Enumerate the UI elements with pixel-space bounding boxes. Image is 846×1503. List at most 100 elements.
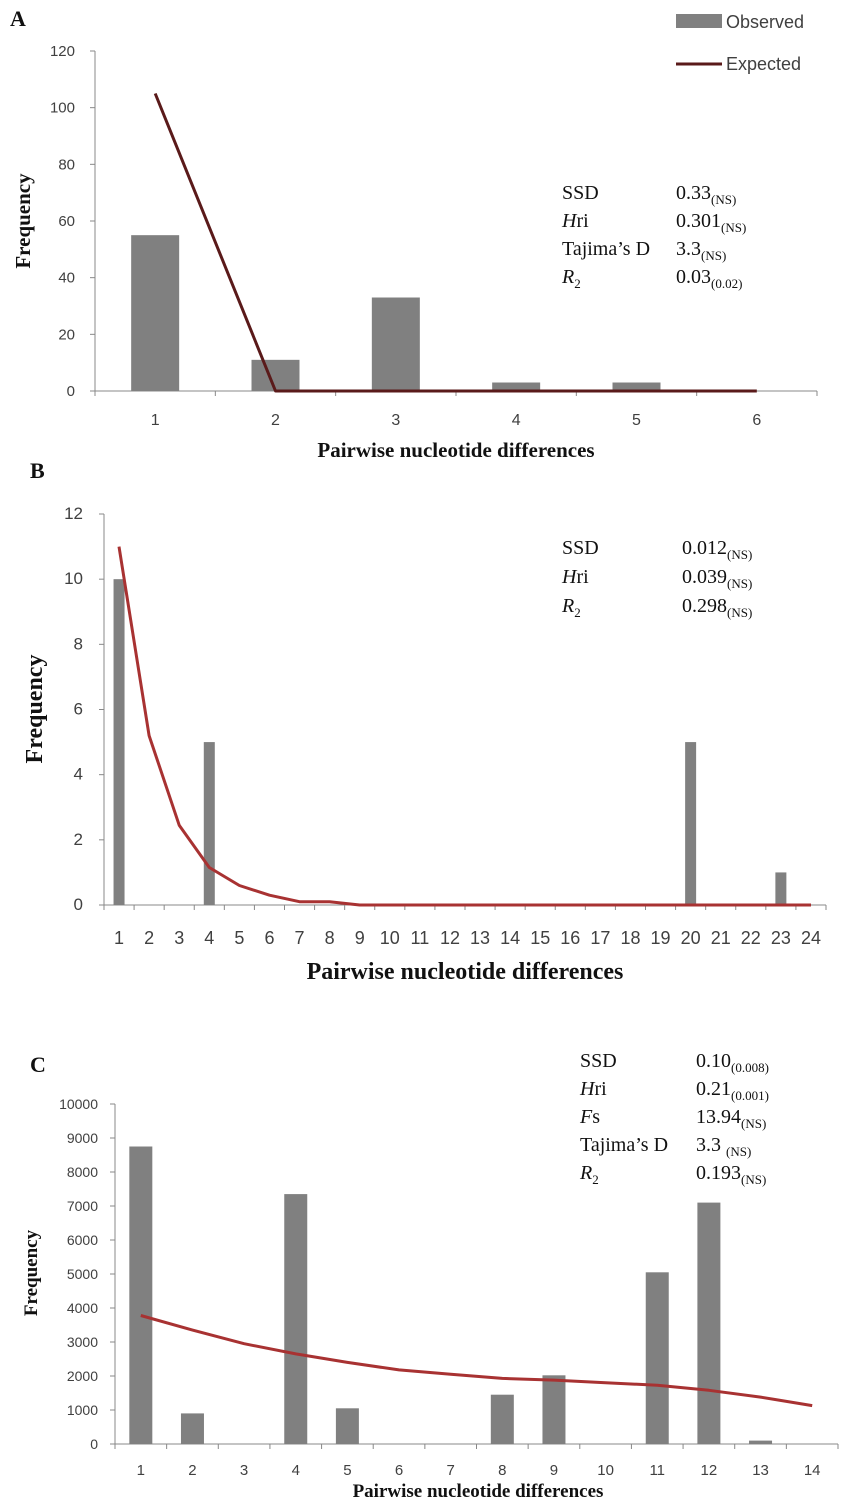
y-tick-label: 9000 [67,1130,98,1146]
stat-value: 0.301(NS) [676,210,746,235]
x-tick-label: 11 [411,928,430,948]
x-axis-title: Pairwise nucleotide differences [307,959,624,985]
x-tick-label: 5 [343,1462,351,1479]
x-tick-label: 11 [649,1462,665,1479]
y-tick-label: 2 [74,830,83,849]
y-tick-label: 0 [74,895,83,914]
stat-name: SSD [562,537,599,559]
x-tick-label: 9 [355,928,365,948]
stat-name: Tajima’s D [562,238,650,260]
y-tick-label: 0 [90,1436,98,1452]
x-tick-label: 3 [240,1462,248,1479]
y-tick-label: 4 [74,765,83,784]
y-tick-label: 40 [58,270,75,287]
x-tick-label: 24 [801,928,821,948]
x-tick-label: 6 [752,412,761,429]
y-tick-label: 80 [58,156,75,173]
legend-expected-label: Expected [726,54,801,74]
y-axis-title: Frequency [11,173,35,269]
y-tick-label: 7000 [67,1198,98,1214]
y-tick-label: 10000 [59,1096,98,1112]
x-tick-label: 17 [590,928,610,948]
stat-name: R2 [561,266,581,291]
legend: Observed Expected [676,12,804,74]
bar-observed [492,382,541,391]
stat-value: 0.012(NS) [682,537,752,562]
stat-name: SSD [580,1050,617,1072]
x-tick-label: 20 [681,928,701,948]
bar-observed [490,1394,514,1444]
y-tick-label: 8000 [67,1164,98,1180]
x-tick-label: 1 [151,412,160,429]
y-tick-label: 0 [67,383,75,400]
x-tick-label: 13 [752,1462,769,1479]
x-tick-label: 6 [395,1462,403,1479]
y-tick-label: 4000 [67,1300,98,1316]
stat-name: R2 [561,595,581,620]
bar-observed [180,1413,204,1444]
bar-observed [542,1375,566,1444]
bar-observed [685,742,697,905]
x-tick-label: 2 [271,412,280,429]
y-tick-label: 1000 [67,1402,98,1418]
line-expected [140,1314,813,1408]
x-tick-label: 23 [771,928,791,948]
x-tick-label: 1 [114,928,124,948]
stat-value: 0.33(NS) [676,182,736,207]
x-tick-label: 15 [530,928,550,948]
x-axis-title: Pairwise nucleotide differences [353,1481,604,1502]
stat-value: 0.10(0.008) [696,1050,769,1075]
x-tick-label: 3 [391,412,400,429]
stat-value: 0.039(NS) [682,566,752,591]
x-tick-label: 6 [264,928,274,948]
stat-name: Hri [561,566,589,588]
y-axis-title: Frequency [22,655,48,764]
stat-value: 3.3 (NS) [696,1134,751,1159]
bar-observed [251,359,300,391]
bar-observed [335,1408,359,1444]
panel-label: C [30,1052,46,1077]
x-tick-label: 5 [632,412,641,429]
x-tick-label: 14 [804,1462,821,1479]
x-axis-title: Pairwise nucleotide differences [317,438,594,462]
bar-observed [749,1440,773,1444]
y-tick-label: 6 [74,700,83,719]
y-tick-label: 8 [74,634,83,653]
stat-name: Fs [579,1106,600,1128]
x-tick-label: 1 [137,1462,145,1479]
stat-value: 13.94(NS) [696,1106,766,1131]
x-tick-label: 22 [741,928,761,948]
x-tick-label: 13 [470,928,490,948]
bar-observed [113,579,125,905]
x-tick-label: 8 [498,1462,506,1479]
y-tick-label: 120 [50,43,75,60]
y-tick-label: 100 [50,100,75,117]
x-tick-label: 19 [651,928,671,948]
y-tick-label: 60 [58,213,75,230]
bar-observed [129,1146,153,1444]
x-tick-label: 3 [174,928,184,948]
y-tick-label: 12 [64,504,83,523]
bar-observed [645,1272,669,1444]
legend-observed-label: Observed [726,12,804,32]
x-tick-label: 18 [620,928,640,948]
y-tick-label: 20 [58,326,75,343]
x-tick-label: 4 [204,928,214,948]
y-axis-title: Frequency [21,1229,42,1316]
x-tick-label: 16 [560,928,580,948]
panel-label: B [30,458,45,483]
x-tick-label: 21 [711,928,731,948]
y-tick-label: 2000 [67,1368,98,1384]
bar-observed [612,382,661,391]
stat-value: 0.21(0.001) [696,1078,769,1103]
line-expected [153,92,757,393]
stat-name: Hri [579,1078,607,1100]
x-tick-label: 4 [512,412,521,429]
y-tick-label: 3000 [67,1334,98,1350]
x-tick-label: 8 [325,928,335,948]
x-tick-label: 2 [144,928,154,948]
stat-value: 0.298(NS) [682,595,752,620]
x-tick-label: 12 [440,928,460,948]
y-tick-label: 5000 [67,1266,98,1282]
